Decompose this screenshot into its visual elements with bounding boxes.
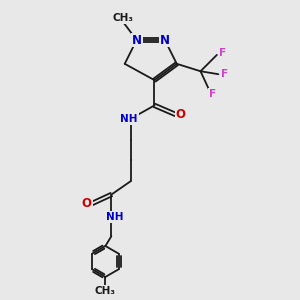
Text: N: N <box>160 34 170 46</box>
Text: F: F <box>219 47 226 58</box>
Text: CH₃: CH₃ <box>95 286 116 296</box>
Text: O: O <box>82 197 92 210</box>
Text: F: F <box>209 89 216 99</box>
Text: O: O <box>176 108 186 121</box>
Text: CH₃: CH₃ <box>113 13 134 23</box>
Text: F: F <box>221 69 228 79</box>
Text: NH: NH <box>120 114 138 124</box>
Text: NH: NH <box>106 212 124 222</box>
Text: N: N <box>132 34 142 46</box>
